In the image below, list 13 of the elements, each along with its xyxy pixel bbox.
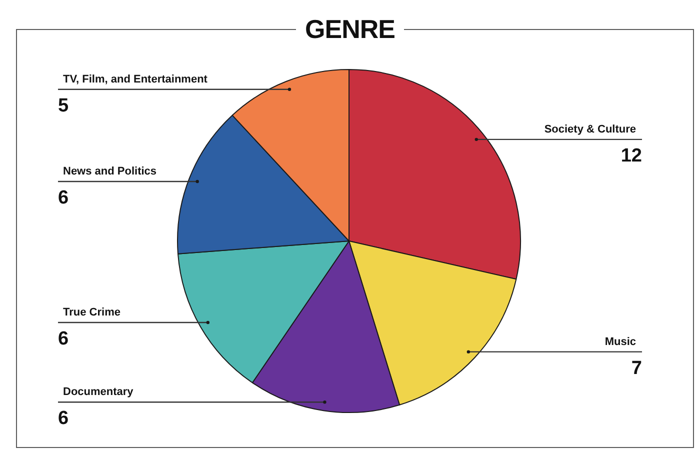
data-label: 6 [58,408,69,430]
data-label: 5 [58,95,69,116]
slice-label: TV, Film, and Entertainment [63,73,208,86]
slice-label: Music [604,336,636,348]
slice-label: News and Politics [63,165,157,178]
chart-title: GENRE [296,14,404,44]
slice-label: Documentary [63,386,134,398]
data-label: 6 [58,328,69,350]
slice-label: True Crime [63,306,120,318]
data-label: 6 [58,187,69,208]
data-label: 7 [631,358,642,379]
slice-label: Society & Culture [544,123,636,136]
data-label: 12 [620,145,642,166]
